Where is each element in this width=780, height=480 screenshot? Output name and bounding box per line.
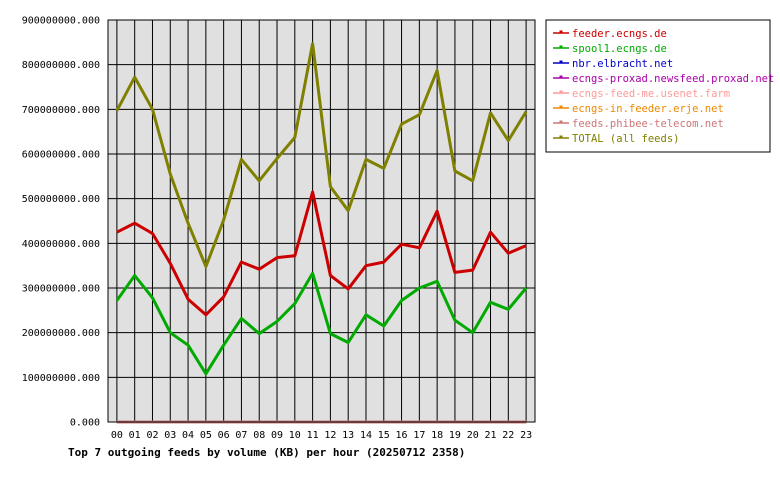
legend-label: ecngs-proxad.newsfeed.proxad.net xyxy=(572,73,774,85)
legend-marker xyxy=(559,45,563,49)
x-tick-label: 11 xyxy=(307,430,319,441)
x-tick-label: 16 xyxy=(396,430,408,441)
x-tick-label: 04 xyxy=(182,430,194,441)
x-tick-label: 12 xyxy=(324,430,336,441)
x-tick-label: 22 xyxy=(502,430,514,441)
legend-label: feeder.ecngs.de xyxy=(572,28,667,40)
series-line xyxy=(116,190,527,317)
series-line xyxy=(115,42,528,269)
legend-label: ecngs-feed-me.usenet.farm xyxy=(572,88,730,100)
legend-marker xyxy=(559,90,563,94)
legend-label: feeds.phibee-telecom.net xyxy=(572,118,724,130)
y-tick-label: 300000000.000 xyxy=(22,284,100,295)
series-line xyxy=(115,271,528,376)
x-tick-label: 17 xyxy=(413,430,425,441)
y-tick-label: 200000000.000 xyxy=(22,328,100,339)
x-tick-label: 05 xyxy=(200,430,212,441)
legend-label: ecngs-in.feeder.erje.net xyxy=(572,103,724,115)
legend-marker xyxy=(559,105,563,109)
y-tick-label: 800000000.000 xyxy=(22,60,100,71)
legend-label: spool1.ecngs.de xyxy=(572,43,667,55)
x-tick-label: 00 xyxy=(111,430,123,441)
x-tick-label: 19 xyxy=(449,430,461,441)
y-tick-label: 0.000 xyxy=(70,418,100,429)
y-tick-label: 900000000.000 xyxy=(22,16,100,27)
x-tick-label: 14 xyxy=(360,430,372,441)
legend-box xyxy=(545,19,771,153)
x-axis-ticks: 00 01 02 03 04 05 06 07 08 09 10 11 12 13 14 15 16 17 18 19… xyxy=(111,430,532,441)
x-tick-label: 10 xyxy=(289,430,301,441)
legend-marker xyxy=(559,60,563,64)
x-tick-label: 21 xyxy=(484,430,496,441)
x-tick-label: 07 xyxy=(235,430,247,441)
x-tick-label: 01 xyxy=(129,430,141,441)
y-axis-ticks: 0.000 100000000.000 200000000.000 300000000… xyxy=(22,16,100,429)
x-tick-label: 20 xyxy=(467,430,479,441)
x-tick-label: 02 xyxy=(146,430,158,441)
y-tick-label: 700000000.000 xyxy=(22,105,100,116)
legend-label: TOTAL (all feeds) xyxy=(572,133,679,145)
x-tick-label: 13 xyxy=(342,430,354,441)
legend-marker xyxy=(559,120,563,124)
legend-marker xyxy=(559,30,563,34)
x-tick-label: 18 xyxy=(431,430,443,441)
x-tick-label: 15 xyxy=(378,430,390,441)
legend-marker xyxy=(559,135,563,139)
legend-marker xyxy=(559,75,563,79)
x-tick-label: 06 xyxy=(218,430,230,441)
plot-background xyxy=(108,20,535,422)
y-tick-label: 100000000.000 xyxy=(22,373,100,384)
x-tick-label: 23 xyxy=(520,430,532,441)
y-tick-label: 500000000.000 xyxy=(22,194,100,205)
x-tick-label: 09 xyxy=(271,430,283,441)
y-tick-label: 600000000.000 xyxy=(22,150,100,161)
x-tick-label: 08 xyxy=(253,430,265,441)
legend-label: nbr.elbracht.net xyxy=(572,58,673,70)
plot-frame xyxy=(107,19,536,423)
y-tick-label: 400000000.000 xyxy=(22,239,100,250)
chart-title: Top 7 outgoing feeds by volume (KB) per … xyxy=(68,446,465,459)
x-tick-label: 03 xyxy=(164,430,176,441)
legend: feeder.ecngs.de spool1.ecngs.de nbr.elbrac… xyxy=(545,19,774,153)
